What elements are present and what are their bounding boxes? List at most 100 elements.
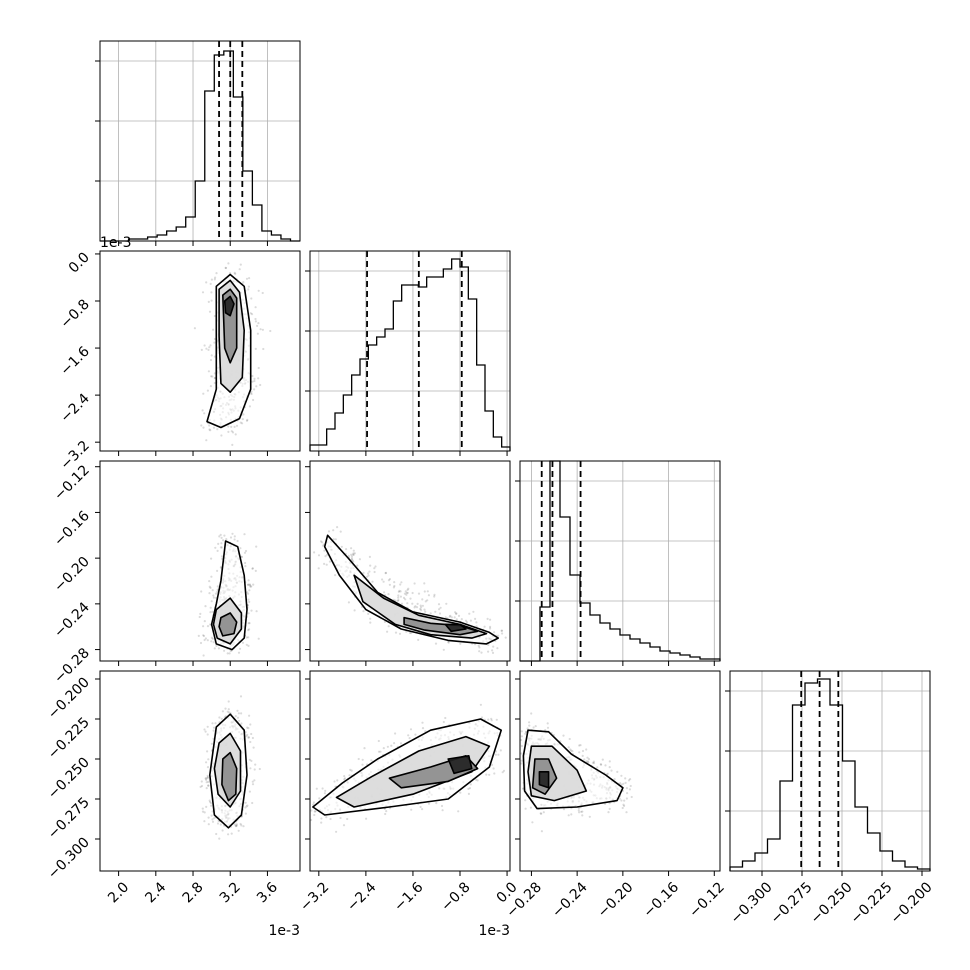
- sample-point: [426, 590, 429, 593]
- sample-point: [329, 817, 332, 821]
- sample-point: [219, 566, 222, 569]
- sample-point: [410, 808, 413, 811]
- sample-point: [435, 802, 438, 805]
- sample-point: [247, 583, 250, 586]
- sample-point: [201, 409, 204, 412]
- x-tick-label: 3.6: [254, 879, 281, 906]
- sample-point: [207, 780, 210, 784]
- x-tick-label: 3.2: [217, 879, 244, 906]
- sample-point: [257, 366, 260, 370]
- sample-point: [241, 422, 244, 425]
- sample-point: [214, 276, 217, 279]
- sample-point: [334, 574, 337, 577]
- sample-point: [467, 792, 470, 796]
- sample-point: [629, 784, 632, 788]
- sample-point: [405, 591, 408, 595]
- sample-point: [202, 654, 205, 657]
- sample-point: [204, 777, 207, 780]
- sample-point: [251, 567, 254, 570]
- sample-point: [213, 314, 216, 318]
- sample-point: [398, 632, 402, 635]
- sample-point: [417, 592, 421, 595]
- sample-point: [219, 546, 222, 549]
- sample-point: [393, 742, 396, 745]
- sample-point: [419, 604, 422, 607]
- panel-3-2: [515, 670, 721, 876]
- panel-1-1: [305, 250, 511, 456]
- sample-point: [405, 593, 408, 596]
- sample-point: [333, 780, 336, 783]
- sample-point: [469, 619, 472, 622]
- sample-point: [350, 553, 353, 556]
- sample-point: [252, 746, 255, 749]
- sample-point: [417, 638, 420, 642]
- sample-point: [212, 726, 216, 729]
- sample-point: [221, 710, 224, 713]
- sample-point: [250, 297, 253, 300]
- sample-point: [492, 767, 495, 770]
- sample-point: [489, 625, 492, 629]
- sample-point: [205, 281, 208, 284]
- sample-point: [248, 600, 251, 604]
- sample-point: [239, 822, 242, 826]
- sample-point: [207, 784, 210, 787]
- sample-point: [586, 756, 589, 759]
- sample-point: [406, 588, 409, 592]
- sample-point: [226, 710, 229, 713]
- panel-frame: [519, 670, 721, 872]
- sample-point: [496, 647, 499, 650]
- sample-point: [210, 299, 213, 302]
- sample-point: [261, 328, 264, 331]
- sample-point: [374, 565, 377, 568]
- sample-point: [532, 726, 535, 729]
- sample-point: [209, 802, 213, 805]
- sample-point: [261, 291, 264, 295]
- sample-point: [234, 825, 237, 828]
- sample-point: [335, 830, 338, 833]
- sample-point: [234, 715, 237, 718]
- sample-point: [239, 263, 242, 266]
- sample-point: [619, 782, 622, 785]
- sample-point: [247, 285, 250, 288]
- sample-point: [497, 634, 500, 637]
- sample-point: [531, 821, 534, 824]
- sample-point: [585, 748, 588, 751]
- sample-point: [577, 809, 580, 812]
- sample-point: [586, 760, 590, 763]
- sample-point: [440, 804, 444, 808]
- sample-point: [197, 634, 200, 638]
- sample-point: [250, 759, 253, 763]
- sample-point: [480, 651, 483, 654]
- sample-point: [414, 605, 417, 608]
- sample-point: [250, 585, 253, 588]
- sample-point: [253, 379, 256, 383]
- sample-point: [212, 729, 215, 732]
- sample-point: [629, 778, 632, 781]
- sample-point: [397, 598, 400, 602]
- sample-point: [362, 610, 365, 613]
- sample-point: [348, 774, 351, 777]
- sample-point: [530, 712, 533, 715]
- sample-point: [534, 725, 537, 728]
- sample-point: [581, 810, 584, 813]
- sample-point: [230, 832, 233, 835]
- sample-point: [620, 783, 623, 786]
- sample-point: [212, 426, 216, 429]
- sample-point: [361, 763, 364, 766]
- sample-point: [250, 390, 253, 393]
- sample-point: [455, 612, 458, 615]
- sample-point: [220, 717, 223, 721]
- sample-point: [388, 583, 391, 586]
- sample-point: [251, 736, 254, 740]
- sample-point: [213, 278, 216, 281]
- sample-point: [392, 586, 395, 589]
- sample-point: [250, 609, 253, 612]
- x-tick-label: −2.4: [344, 879, 379, 914]
- sample-point: [215, 272, 218, 275]
- sample-point: [587, 761, 590, 764]
- sample-point: [353, 609, 356, 612]
- sample-point: [455, 612, 458, 615]
- sample-point: [251, 567, 254, 570]
- sample-point: [210, 575, 213, 578]
- sample-point: [254, 347, 257, 350]
